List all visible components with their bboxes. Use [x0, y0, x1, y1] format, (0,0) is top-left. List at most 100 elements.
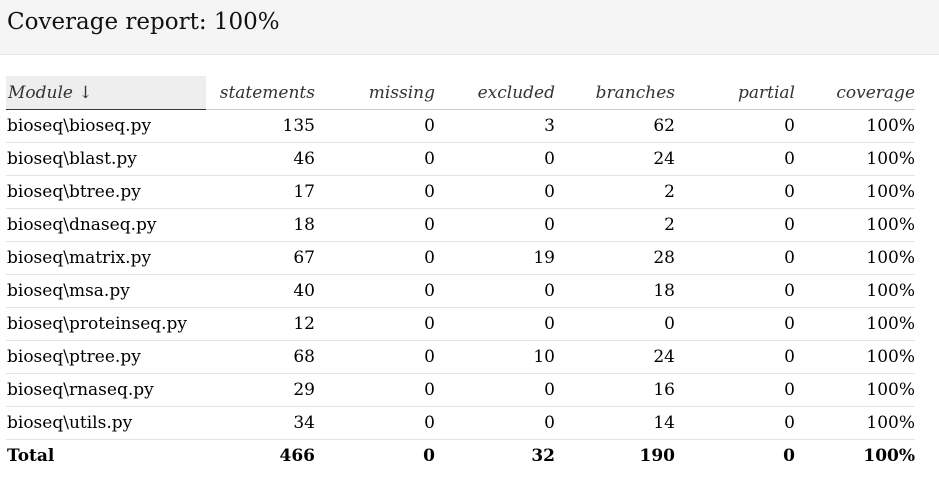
cell-branches: 24 — [555, 142, 675, 176]
cell-coverage: 100% — [795, 373, 915, 407]
cell-missing: 0 — [315, 175, 435, 209]
cell-module: bioseq\msa.py — [6, 274, 206, 308]
cell-excluded: 10 — [435, 340, 555, 374]
column-header-missing[interactable]: missing — [315, 76, 435, 110]
cell-branches: 18 — [555, 274, 675, 308]
cell-module: bioseq\btree.py — [6, 175, 206, 209]
cell-coverage: 100% — [795, 109, 915, 143]
cell-module: bioseq\rnaseq.py — [6, 373, 206, 407]
module-link[interactable]: bioseq\msa.py — [7, 281, 130, 301]
cell-module: bioseq\matrix.py — [6, 241, 206, 275]
report-header: Coverage report: 100% — [0, 0, 939, 55]
module-link[interactable]: bioseq\ptree.py — [7, 347, 141, 367]
cell-module: bioseq\ptree.py — [6, 340, 206, 374]
cell-branches: 0 — [555, 307, 675, 341]
table-row: bioseq\rnaseq.py 29 0 0 16 0 100% — [6, 373, 915, 407]
cell-partial: 0 — [675, 241, 795, 275]
cell-partial: 0 — [675, 340, 795, 374]
column-header-partial[interactable]: partial — [675, 76, 795, 110]
cell-branches: 14 — [555, 406, 675, 440]
total-partial: 0 — [783, 446, 795, 466]
cell-branches: 2 — [555, 208, 675, 242]
cell-coverage: 100% — [795, 274, 915, 308]
total-coverage: 100% — [863, 446, 915, 466]
total-excluded: 32 — [531, 446, 555, 466]
column-header-excluded[interactable]: excluded — [435, 76, 555, 110]
module-link[interactable]: bioseq\proteinseq.py — [7, 314, 188, 334]
cell-branches: 24 — [555, 340, 675, 374]
cell-missing: 0 — [315, 142, 435, 176]
total-branches: 190 — [639, 446, 676, 466]
module-link[interactable]: bioseq\bioseq.py — [7, 116, 152, 136]
cell-coverage: 100% — [795, 175, 915, 209]
cell-missing: 0 — [315, 208, 435, 242]
total-missing: 0 — [423, 446, 435, 466]
table-row: bioseq\msa.py 40 0 0 18 0 100% — [6, 274, 915, 308]
column-header-module[interactable]: Module ↓ — [6, 76, 206, 110]
cell-coverage: 100% — [795, 406, 915, 440]
cell-excluded: 19 — [435, 241, 555, 275]
column-header-branches[interactable]: branches — [555, 76, 675, 110]
cell-partial: 0 — [675, 142, 795, 176]
cell-partial: 0 — [675, 373, 795, 407]
table-row: bioseq\proteinseq.py 12 0 0 0 0 100% — [6, 307, 915, 341]
table-row: bioseq\blast.py 46 0 0 24 0 100% — [6, 142, 915, 176]
cell-partial: 0 — [675, 307, 795, 341]
module-link[interactable]: bioseq\rnaseq.py — [7, 380, 154, 400]
cell-statements: 40 — [206, 274, 315, 308]
cell-branches: 16 — [555, 373, 675, 407]
cell-partial: 0 — [675, 109, 795, 143]
cell-excluded: 0 — [435, 406, 555, 440]
cell-coverage: 100% — [795, 142, 915, 176]
cell-partial: 0 — [675, 274, 795, 308]
cell-excluded: 0 — [435, 175, 555, 209]
table-row: bioseq\ptree.py 68 0 10 24 0 100% — [6, 340, 915, 374]
table-row: bioseq\utils.py 34 0 0 14 0 100% — [6, 406, 915, 440]
table-header-row: Module ↓ statements missing excluded bra… — [6, 76, 915, 110]
cell-missing: 0 — [315, 373, 435, 407]
cell-excluded: 0 — [435, 208, 555, 242]
cell-missing: 0 — [315, 109, 435, 143]
table-row: bioseq\dnaseq.py 18 0 0 2 0 100% — [6, 208, 915, 242]
cell-missing: 0 — [315, 406, 435, 440]
cell-statements: 68 — [206, 340, 315, 374]
cell-statements: 135 — [206, 109, 315, 143]
cell-statements: 46 — [206, 142, 315, 176]
cell-statements: 17 — [206, 175, 315, 209]
cell-partial: 0 — [675, 208, 795, 242]
cell-excluded: 0 — [435, 274, 555, 308]
cell-coverage: 100% — [795, 208, 915, 242]
cell-branches: 62 — [555, 109, 675, 143]
cell-coverage: 100% — [795, 307, 915, 341]
module-link[interactable]: bioseq\dnaseq.py — [7, 215, 157, 235]
cell-excluded: 0 — [435, 307, 555, 341]
cell-module: bioseq\blast.py — [6, 142, 206, 176]
cell-excluded: 0 — [435, 373, 555, 407]
cell-missing: 0 — [315, 340, 435, 374]
total-statements: 466 — [279, 446, 316, 466]
module-link[interactable]: bioseq\btree.py — [7, 182, 141, 202]
module-link[interactable]: bioseq\utils.py — [7, 413, 133, 433]
cell-partial: 0 — [675, 406, 795, 440]
total-row: Total 466 0 32 190 0 100% — [6, 440, 915, 473]
page-title: Coverage report: 100% — [7, 9, 280, 35]
cell-module: bioseq\dnaseq.py — [6, 208, 206, 242]
cell-statements: 29 — [206, 373, 315, 407]
module-link[interactable]: bioseq\matrix.py — [7, 248, 152, 268]
cell-statements: 34 — [206, 406, 315, 440]
cell-statements: 12 — [206, 307, 315, 341]
table-row: bioseq\matrix.py 67 0 19 28 0 100% — [6, 241, 915, 275]
cell-excluded: 3 — [435, 109, 555, 143]
module-link[interactable]: bioseq\blast.py — [7, 149, 137, 169]
cell-statements: 67 — [206, 241, 315, 275]
cell-missing: 0 — [315, 241, 435, 275]
cell-branches: 2 — [555, 175, 675, 209]
cell-statements: 18 — [206, 208, 315, 242]
cell-missing: 0 — [315, 274, 435, 308]
cell-module: bioseq\bioseq.py — [6, 109, 206, 143]
column-header-coverage[interactable]: coverage — [795, 76, 915, 110]
cell-coverage: 100% — [795, 241, 915, 275]
column-header-statements[interactable]: statements — [206, 76, 315, 110]
cell-module: bioseq\utils.py — [6, 406, 206, 440]
cell-module: bioseq\proteinseq.py — [6, 307, 206, 341]
